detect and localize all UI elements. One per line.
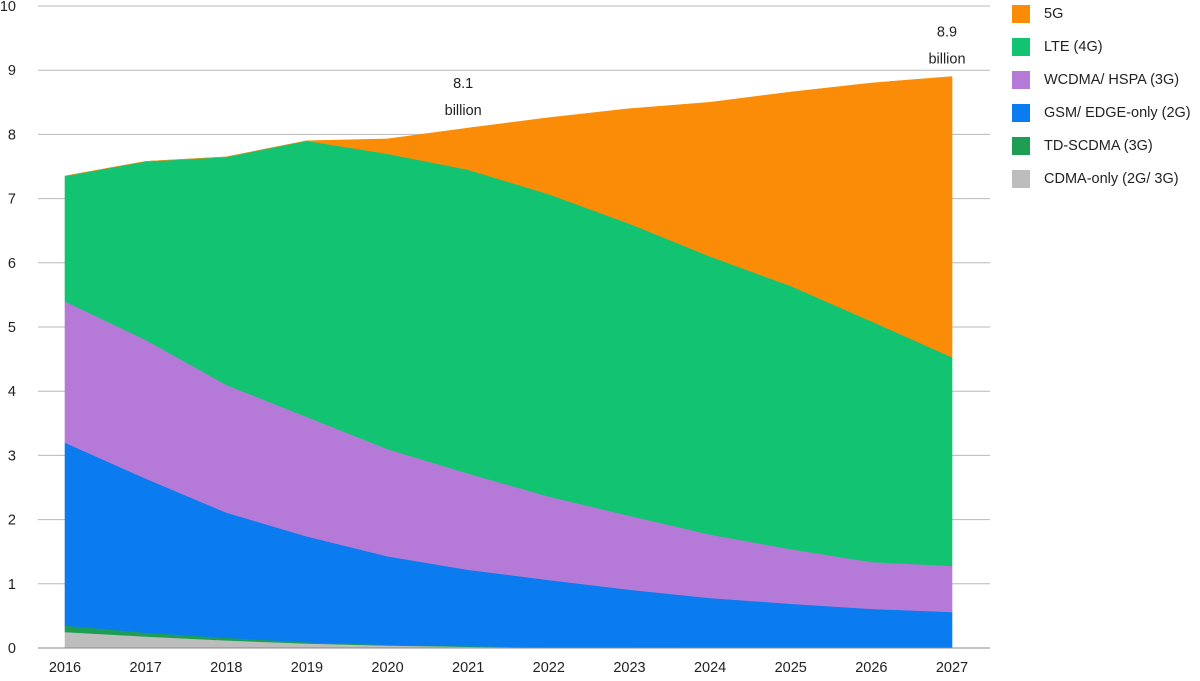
x-tick-label: 2020 — [371, 660, 403, 676]
legend-item: GSM/ EDGE-only (2G) — [1012, 101, 1191, 125]
legend-item: 5G — [1012, 2, 1063, 26]
y-tick-label: 7 — [8, 192, 16, 208]
legend-label: LTE (4G) — [1044, 39, 1103, 55]
x-tick-label: 2024 — [694, 660, 726, 676]
annotation-unit: billion — [928, 52, 965, 68]
legend-swatch — [1012, 71, 1030, 89]
x-tick-label: 2023 — [613, 660, 645, 676]
legend-item: TD-SCDMA (3G) — [1012, 134, 1153, 158]
legend-swatch — [1012, 38, 1030, 56]
x-tick-label: 2026 — [855, 660, 887, 676]
legend-swatch — [1012, 170, 1030, 188]
y-tick-label: 8 — [8, 127, 16, 143]
x-tick-label: 2018 — [210, 660, 242, 676]
legend-label: TD-SCDMA (3G) — [1044, 138, 1153, 154]
x-tick-label: 2025 — [775, 660, 807, 676]
x-tick-label: 2022 — [533, 660, 565, 676]
legend-label: CDMA-only (2G/ 3G) — [1044, 171, 1179, 187]
legend-swatch — [1012, 137, 1030, 155]
legend-label: WCDMA/ HSPA (3G) — [1044, 72, 1180, 88]
legend-item: WCDMA/ HSPA (3G) — [1012, 68, 1179, 92]
x-tick-label: 2027 — [936, 660, 968, 676]
annotation: 8.9 billion — [928, 25, 965, 68]
legend-item: CDMA-only (2G/ 3G) — [1012, 167, 1179, 191]
y-tick-label: 4 — [8, 384, 16, 400]
x-tick-label: 2021 — [452, 660, 484, 676]
area-5g — [64, 76, 953, 358]
y-tick-label: 10 — [0, 0, 16, 15]
legend-swatch — [1012, 5, 1030, 23]
legend-label: GSM/ EDGE-only (2G) — [1044, 105, 1191, 121]
annotation-value: 8.1 — [453, 76, 473, 92]
legend-swatch — [1012, 104, 1030, 122]
x-tick-label: 2019 — [291, 660, 323, 676]
y-tick-label: 6 — [8, 256, 16, 272]
x-tick-label: 2016 — [49, 660, 81, 676]
y-tick-label: 5 — [8, 320, 16, 336]
y-tick-label: 9 — [8, 63, 16, 79]
annotation-unit: billion — [445, 103, 482, 119]
y-tick-label: 0 — [8, 641, 16, 657]
y-tick-label: 2 — [8, 513, 16, 529]
legend-label: 5G — [1044, 6, 1064, 22]
annotation: 8.1 billion — [445, 76, 482, 119]
y-tick-label: 3 — [8, 448, 16, 464]
legend-item: LTE (4G) — [1012, 35, 1103, 59]
x-tick-label: 2017 — [130, 660, 162, 676]
y-tick-label: 1 — [8, 577, 16, 593]
area-series — [64, 76, 953, 649]
annotation-value: 8.9 — [937, 25, 957, 41]
